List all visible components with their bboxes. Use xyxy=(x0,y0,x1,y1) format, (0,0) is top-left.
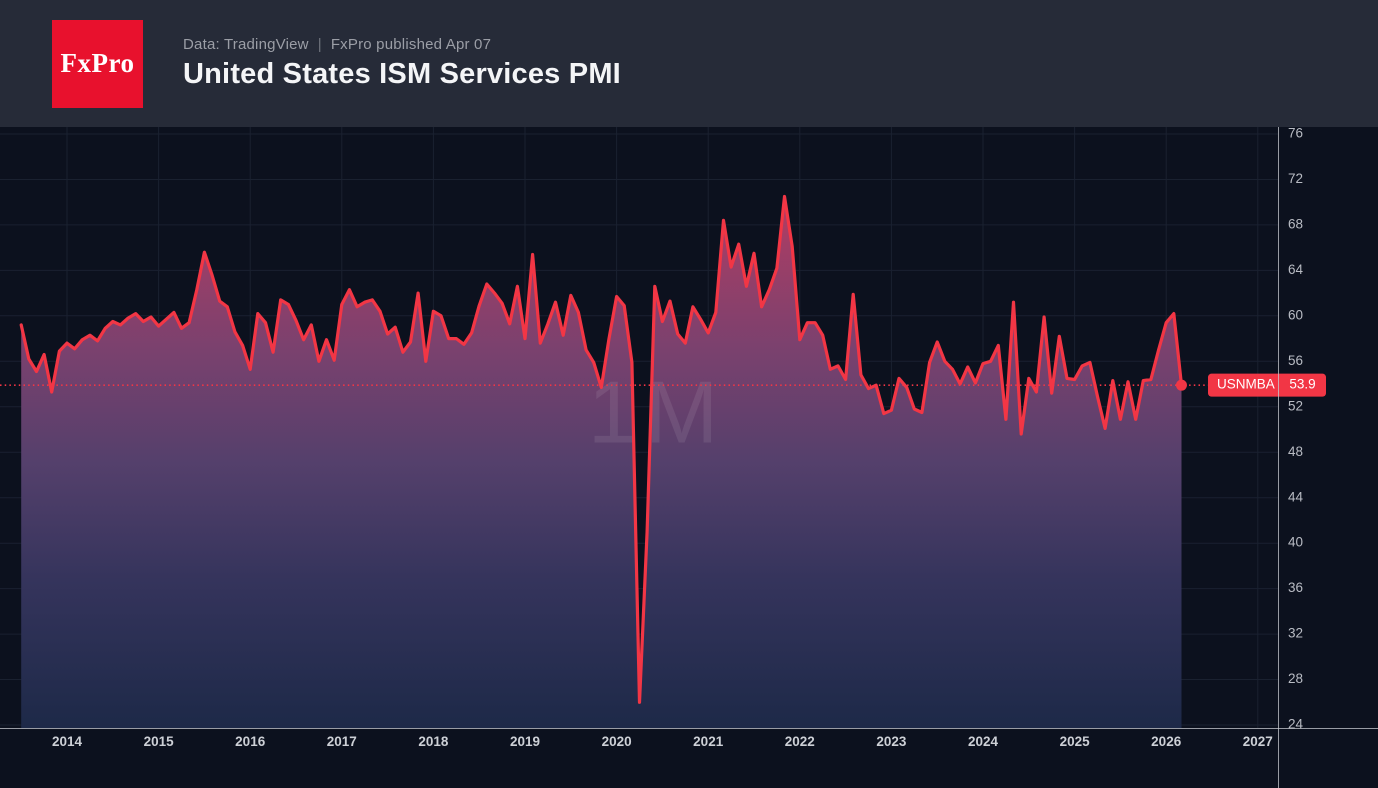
time-axis-tick: 2021 xyxy=(693,734,724,749)
time-axis-tick: 2020 xyxy=(602,734,632,749)
price-axis-tick: 36 xyxy=(1288,580,1303,595)
timeframe-watermark: 1M xyxy=(588,362,726,461)
published-label: FxPro published Apr 07 xyxy=(330,36,492,54)
header: FxPro Data: TradingView | FxPro published … xyxy=(0,0,1378,127)
last-point-dot xyxy=(1175,379,1187,391)
meta-line: Data: TradingView | FxPro published Apr 07 xyxy=(183,36,621,53)
time-axis-tick: 2025 xyxy=(1060,734,1091,749)
price-axis-tick: 28 xyxy=(1288,671,1303,686)
time-axis-tick: 2026 xyxy=(1151,734,1182,749)
meta-separator: | xyxy=(317,36,322,54)
price-axis-tick: 68 xyxy=(1288,216,1303,231)
price-axis-tick: 32 xyxy=(1288,626,1303,641)
time-axis-tick: 2014 xyxy=(52,734,83,749)
price-label-badge: USNMBA 53.9 xyxy=(1208,373,1326,397)
time-axis-tick: 2017 xyxy=(327,734,357,749)
price-line xyxy=(19,194,1184,704)
time-axis-tick: 2023 xyxy=(876,734,907,749)
price-axis-tick: 64 xyxy=(1288,262,1304,277)
price-axis-tick: 44 xyxy=(1288,489,1304,504)
data-source-label: Data: TradingView xyxy=(183,36,309,54)
series-symbol-label: USNMBA xyxy=(1217,377,1275,392)
price-axis-tick: 76 xyxy=(1288,127,1303,141)
price-axis-tick: 72 xyxy=(1288,171,1303,186)
chart-canvas[interactable]: 1M USNMBA 53.9 76 72 68 64 60 56 52 48 44 40 36 32 28 24… xyxy=(0,127,1378,788)
price-axis-tick: 48 xyxy=(1288,444,1303,459)
axis-lines xyxy=(0,127,1378,788)
time-axis-tick: 2019 xyxy=(510,734,540,749)
time-axis-tick: 2024 xyxy=(968,734,999,749)
price-axis-tick: 56 xyxy=(1288,353,1303,368)
time-axis-tick: 2027 xyxy=(1243,734,1273,749)
time-axis-tick: 2018 xyxy=(418,734,449,749)
last-price-value: 53.9 xyxy=(1289,377,1315,392)
fxpro-logo: FxPro xyxy=(52,19,143,108)
price-axis-tick: 40 xyxy=(1288,535,1303,550)
price-axis-tick: 60 xyxy=(1288,307,1303,322)
time-axis-tick: 2022 xyxy=(785,734,815,749)
price-axis[interactable]: 76 72 68 64 60 56 52 48 44 40 36 32 28 24 xyxy=(1288,127,1304,732)
time-axis-tick: 2016 xyxy=(235,734,266,749)
fxpro-logo-text: FxPro xyxy=(60,48,135,78)
time-axis-tick: 2015 xyxy=(144,734,175,749)
page-title: United States ISM Services PMI xyxy=(183,58,621,91)
price-axis-tick: 24 xyxy=(1288,717,1304,732)
area-fill xyxy=(21,196,1182,728)
header-text-block: Data: TradingView | FxPro published Apr 07… xyxy=(183,36,621,91)
price-axis-tick: 52 xyxy=(1288,398,1303,413)
time-axis[interactable]: 2014 2015 2016 2017 2018 2019 2020 2021 2022 2023… xyxy=(52,734,1273,749)
price-chart-pane[interactable]: 1M USNMBA 53.9 76 72 68 64 60 56 52 48 44 40 36 32 28 24… xyxy=(0,127,1378,788)
